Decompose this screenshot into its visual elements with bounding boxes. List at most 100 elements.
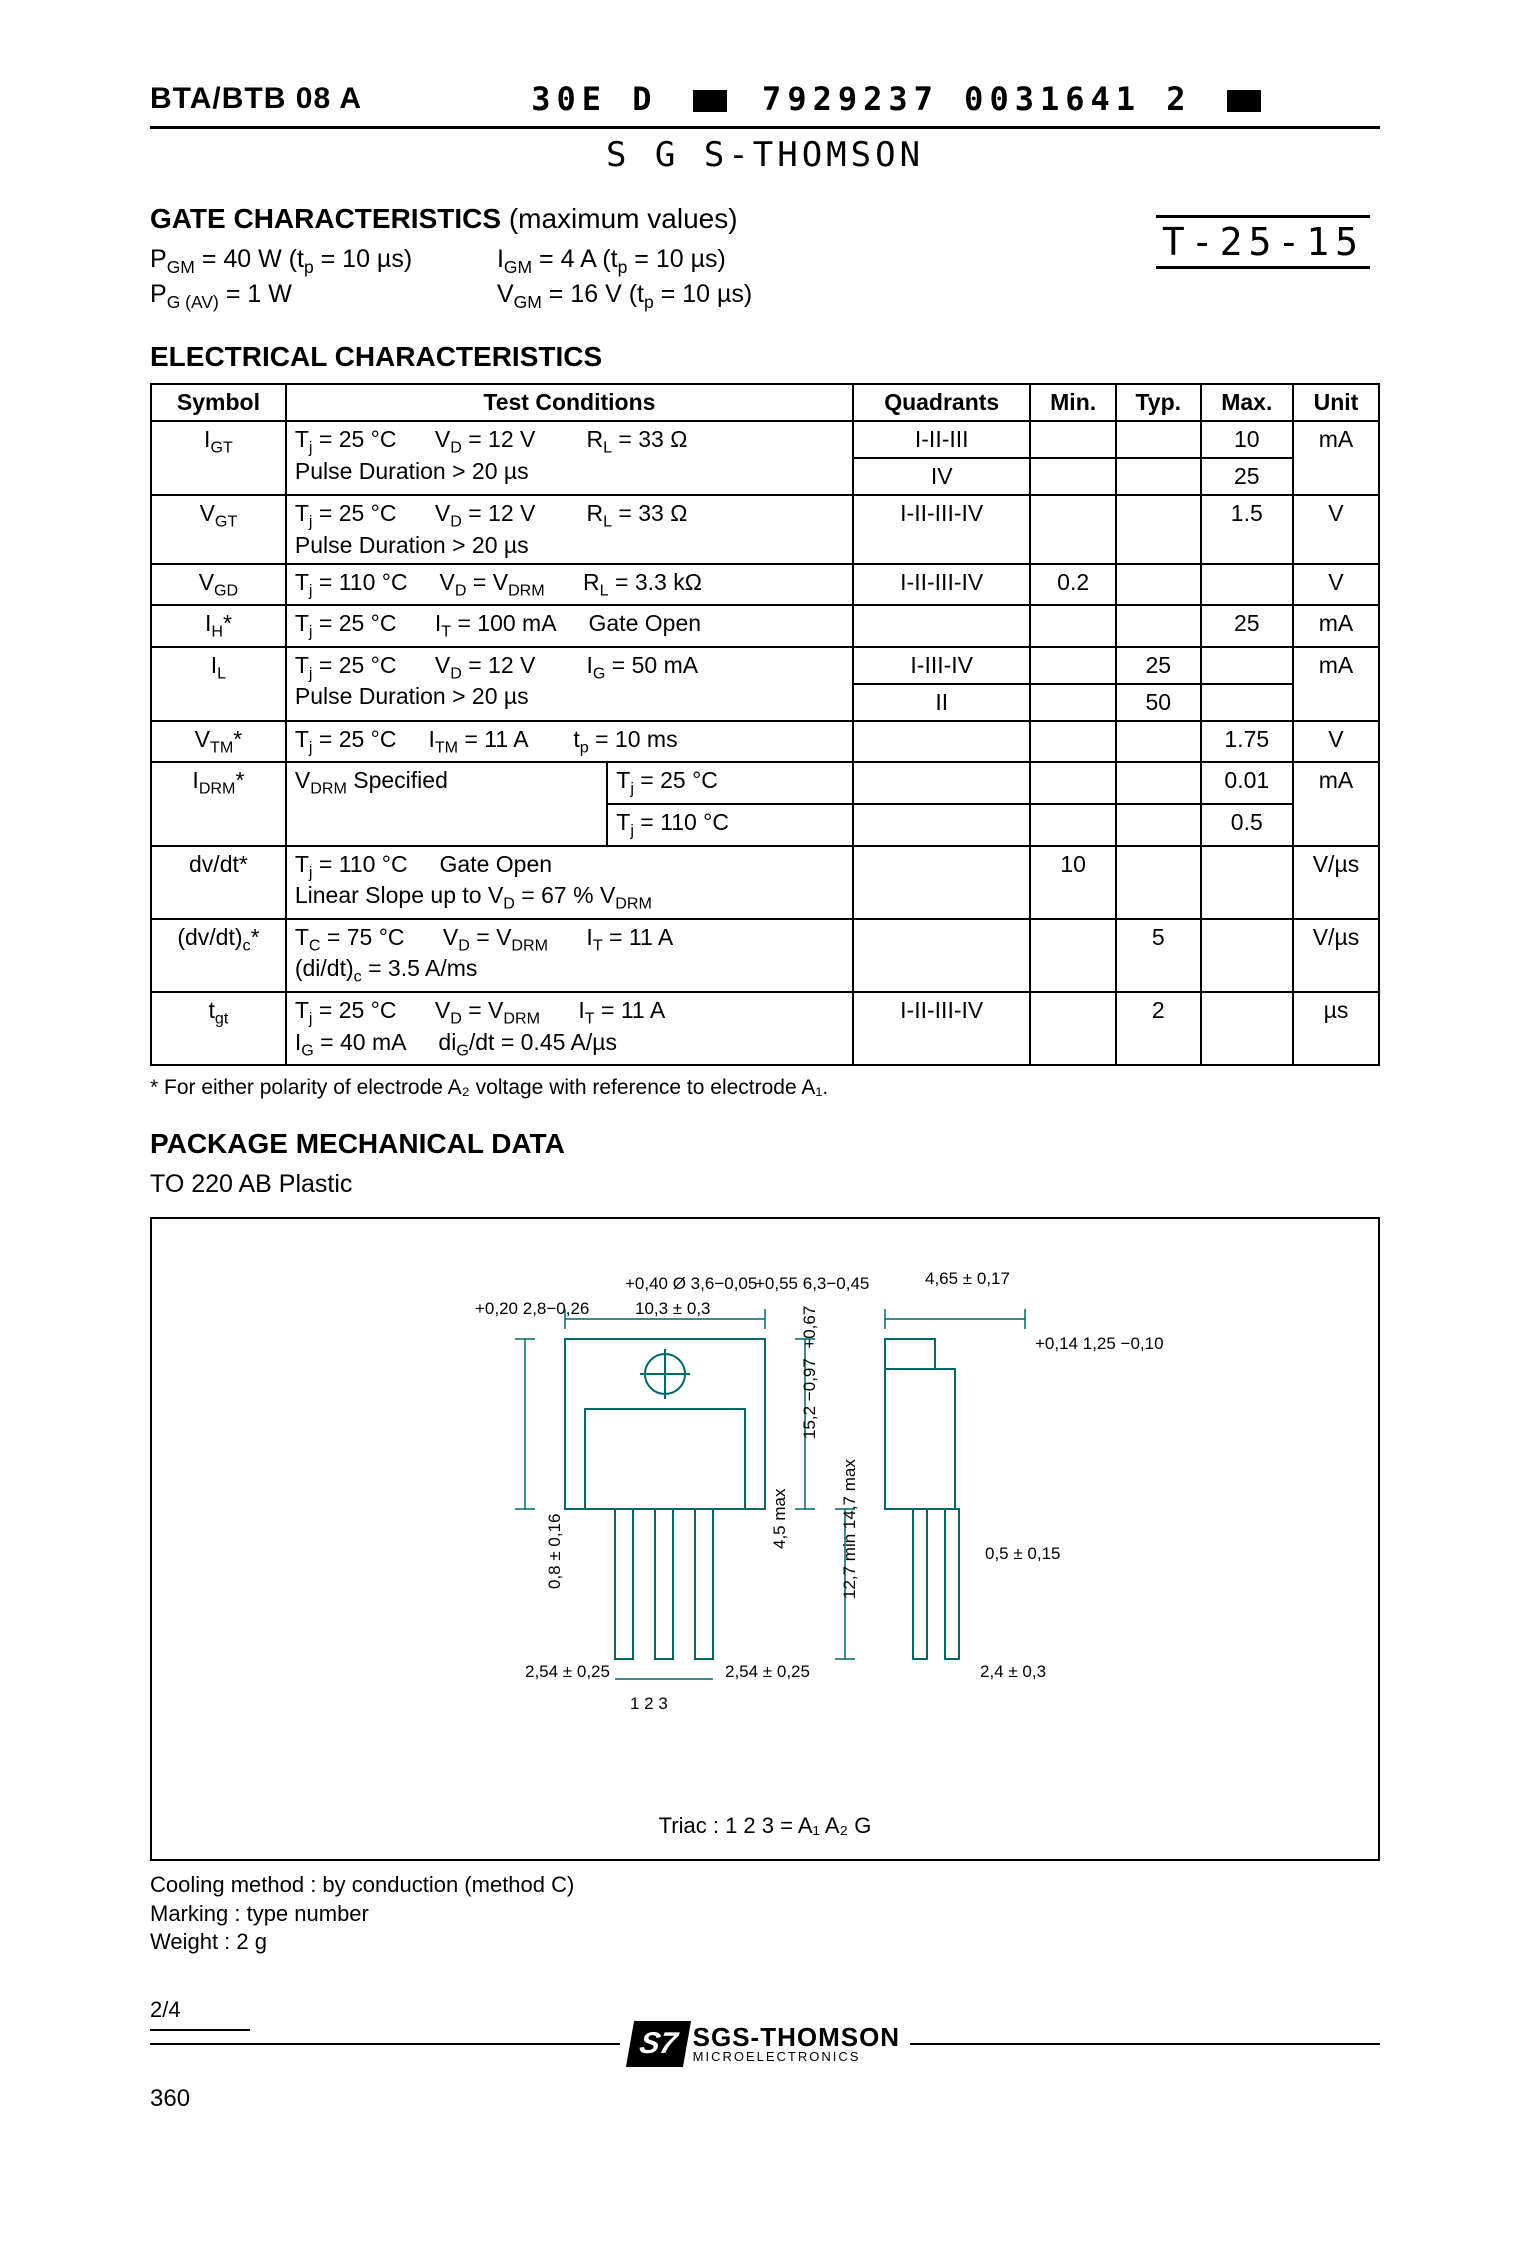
svg-text:+0,14 1,25 −0,10: +0,14 1,25 −0,10 — [1035, 1334, 1164, 1353]
table-row: VGTTj = 25 °C VD = 12 V RL = 33 ΩPulse D… — [151, 495, 1379, 564]
min-cell — [1030, 647, 1115, 684]
max-cell — [1201, 647, 1293, 684]
symbol-cell: IL — [151, 647, 286, 721]
max-cell — [1201, 846, 1293, 919]
condition-cell: Tj = 110 °C VD = VDRM RL = 3.3 kΩ — [286, 564, 853, 606]
t-code: T-25-15 — [1156, 215, 1370, 269]
logo-icon: S7 — [626, 2021, 691, 2067]
datasheet-page: BTA/BTB 08 A 30E D 7929237 0031641 2 S G… — [0, 0, 1520, 2250]
quad-cell: IV — [853, 458, 1030, 495]
typ-cell — [1116, 495, 1201, 564]
svg-text:0,5 ± 0,15: 0,5 ± 0,15 — [985, 1544, 1061, 1563]
pkg-caption: Triac : 1 2 3 = A₁ A₂ G — [152, 1813, 1378, 1839]
unit-cell: mA — [1293, 421, 1379, 495]
typ-cell — [1116, 846, 1201, 919]
pkg-subtitle: TO 220 AB Plastic — [150, 1170, 1380, 1199]
symbol-cell: VGT — [151, 495, 286, 564]
block-icon — [693, 90, 727, 112]
table-row: (dv/dt)c*TC = 75 °C VD = VDRM IT = 11 A(… — [151, 919, 1379, 992]
symbol-cell: dv/dt* — [151, 846, 286, 919]
col-max: Max. — [1201, 384, 1293, 421]
table-row: dv/dt*Tj = 110 °C Gate OpenLinear Slope … — [151, 846, 1379, 919]
svg-text:2,54 ± 0,25: 2,54 ± 0,25 — [525, 1662, 610, 1681]
quad-cell — [853, 762, 1030, 804]
min-cell — [1030, 421, 1115, 458]
typ-cell — [1116, 564, 1201, 606]
symbol-cell: (dv/dt)c* — [151, 919, 286, 992]
part-number: BTA/BTB 08 A — [150, 82, 362, 116]
unit-cell: V — [1293, 721, 1379, 763]
min-cell — [1030, 458, 1115, 495]
company-logo: S7 SGS-THOMSON MICROELECTRONICS — [630, 2021, 900, 2067]
svg-text:+0,40 Ø 3,6−0,05: +0,40 Ø 3,6−0,05 — [625, 1274, 757, 1293]
quad-cell: I-II-III-IV — [853, 992, 1030, 1065]
min-cell — [1030, 721, 1115, 763]
table-row: VGDTj = 110 °C VD = VDRM RL = 3.3 kΩI-II… — [151, 564, 1379, 606]
table-row: VTM*Tj = 25 °C ITM = 11 A tp = 10 ms 1.75… — [151, 721, 1379, 763]
max-cell — [1201, 992, 1293, 1065]
unit-cell: V/µs — [1293, 846, 1379, 919]
page-number: 360 — [150, 2085, 1380, 2113]
max-cell: 25 — [1201, 605, 1293, 647]
max-cell — [1201, 684, 1293, 721]
brand-scan: S G S-THOMSON — [150, 135, 1380, 175]
svg-text:2,4 ± 0,3: 2,4 ± 0,3 — [980, 1662, 1046, 1681]
condition-cell: VDRM Specified — [286, 762, 607, 845]
typ-cell: 25 — [1116, 647, 1201, 684]
symbol-cell: VTM* — [151, 721, 286, 763]
quad-cell — [853, 846, 1030, 919]
min-cell — [1030, 804, 1115, 846]
typ-cell — [1116, 762, 1201, 804]
condition-cell: Tj = 110 °C Gate OpenLinear Slope up to … — [286, 846, 853, 919]
symbol-cell: VGD — [151, 564, 286, 606]
unit-cell: mA — [1293, 647, 1379, 721]
svg-text:1 2 3: 1 2 3 — [630, 1694, 668, 1713]
svg-text:15,2 −0,97 +0,67: 15,2 −0,97 +0,67 — [800, 1306, 819, 1439]
unit-cell: µs — [1293, 992, 1379, 1065]
col-typ: Typ. — [1116, 384, 1201, 421]
typ-cell — [1116, 458, 1201, 495]
condition-cell: Tj = 25 °C VD = VDRM IT = 11 AIG = 40 mA… — [286, 992, 853, 1065]
header-code: 30E D 7929237 0031641 2 — [422, 80, 1380, 118]
header-row: BTA/BTB 08 A 30E D 7929237 0031641 2 — [150, 80, 1380, 129]
col-min: Min. — [1030, 384, 1115, 421]
typ-cell: 50 — [1116, 684, 1201, 721]
typ-cell — [1116, 721, 1201, 763]
condition-right-cell: Tj = 110 °C — [607, 804, 853, 846]
svg-text:4,5 max: 4,5 max — [770, 1488, 789, 1549]
condition-cell: Tj = 25 °C VD = 12 V RL = 33 ΩPulse Dura… — [286, 495, 853, 564]
condition-cell: Tj = 25 °C ITM = 11 A tp = 10 ms — [286, 721, 853, 763]
quad-cell: II — [853, 684, 1030, 721]
max-cell — [1201, 919, 1293, 992]
quad-cell — [853, 804, 1030, 846]
symbol-cell: IDRM* — [151, 762, 286, 845]
table-row: IDRM*VDRM SpecifiedTj = 25 °C0.01mA — [151, 762, 1379, 804]
col-testconditions: Test Conditions — [286, 384, 853, 421]
svg-text:+0,55 6,3−0,45: +0,55 6,3−0,45 — [755, 1274, 869, 1293]
min-cell — [1030, 992, 1115, 1065]
max-cell: 1.75 — [1201, 721, 1293, 763]
min-cell — [1030, 919, 1115, 992]
quad-cell: I-II-III-IV — [853, 495, 1030, 564]
unit-cell: V — [1293, 564, 1379, 606]
svg-text:0,8 ± 0,16: 0,8 ± 0,16 — [545, 1514, 564, 1590]
unit-cell: V/µs — [1293, 919, 1379, 992]
quad-cell — [853, 605, 1030, 647]
igm: IGM = 4 A (tp = 10 µs) — [497, 245, 837, 278]
unit-cell: V — [1293, 495, 1379, 564]
min-cell — [1030, 762, 1115, 804]
electrical-characteristics-table: SymbolTest ConditionsQuadrantsMin.Typ.Ma… — [150, 383, 1380, 1066]
elec-char-title: ELECTRICAL CHARACTERISTICS — [150, 341, 1380, 373]
typ-cell — [1116, 804, 1201, 846]
max-cell: 0.5 — [1201, 804, 1293, 846]
max-cell: 1.5 — [1201, 495, 1293, 564]
svg-text:4,65 ± 0,17: 4,65 ± 0,17 — [925, 1269, 1010, 1288]
unit-cell: mA — [1293, 762, 1379, 845]
table-row: tgtTj = 25 °C VD = VDRM IT = 11 AIG = 40… — [151, 992, 1379, 1065]
col-unit: Unit — [1293, 384, 1379, 421]
condition-cell: TC = 75 °C VD = VDRM IT = 11 A(di/dt)c =… — [286, 919, 853, 992]
footer-logo-row: S7 SGS-THOMSON MICROELECTRONICS — [150, 2021, 1380, 2067]
typ-cell — [1116, 605, 1201, 647]
condition-cell: Tj = 25 °C VD = 12 V RL = 33 ΩPulse Dura… — [286, 421, 853, 495]
min-cell — [1030, 684, 1115, 721]
